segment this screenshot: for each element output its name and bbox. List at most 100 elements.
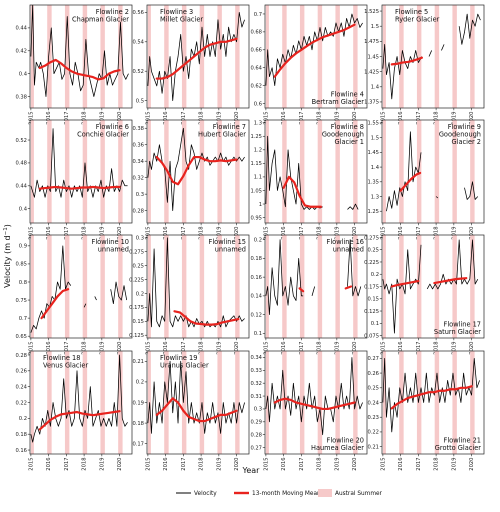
panel-frame bbox=[146, 234, 250, 339]
y-tick-label: 0.18 bbox=[132, 421, 144, 427]
panel-title-line: Saturn Glacier bbox=[434, 328, 481, 336]
summer-band-3 bbox=[416, 120, 422, 223]
y-tick-label: 0.52 bbox=[15, 138, 27, 144]
summer-band-3 bbox=[299, 5, 305, 108]
x-axis-label: Year bbox=[242, 466, 261, 475]
y-tick-label: 0.225 bbox=[364, 260, 379, 266]
x-tick-label: 2015 bbox=[263, 112, 269, 125]
y-tick-label: 0.28 bbox=[250, 432, 262, 438]
y-tick-label: 0.15 bbox=[132, 319, 144, 325]
x-tick-label: 2017 bbox=[416, 112, 422, 125]
y-tick-label: 1.3 bbox=[371, 194, 379, 200]
y-tick-label: 0.24 bbox=[367, 400, 379, 406]
x-tick-label: 2015 bbox=[145, 112, 151, 125]
y-tick-label: 0.3 bbox=[136, 236, 144, 242]
summer-band-3 bbox=[299, 120, 305, 223]
panel-title-line: unnamed bbox=[215, 245, 246, 253]
summer-band-2 bbox=[282, 120, 287, 223]
velocity-line bbox=[382, 239, 479, 334]
panel-frame bbox=[264, 4, 368, 109]
panel-title-line: Flowline 4 bbox=[331, 91, 364, 99]
y-tick-label: 1.525 bbox=[364, 9, 379, 15]
y-tick-label: 0.23 bbox=[367, 415, 379, 421]
x-tick-label: 2017 bbox=[181, 342, 187, 355]
summer-band-2 bbox=[47, 120, 52, 223]
summer-band-4 bbox=[317, 120, 323, 223]
velocity-line bbox=[386, 131, 479, 212]
velocity-line bbox=[265, 239, 362, 315]
y-tick-label: 0.18 bbox=[15, 432, 27, 438]
panel-frame bbox=[381, 119, 485, 224]
summer-band-6 bbox=[353, 120, 358, 223]
summer-band-2 bbox=[47, 235, 52, 338]
summer-band-2 bbox=[282, 351, 287, 454]
x-tick-label: 2018 bbox=[317, 112, 323, 125]
y-tick-label: 1.375 bbox=[364, 100, 379, 106]
y-tick-label: 0.125 bbox=[364, 309, 379, 315]
x-tick-label: 2019 bbox=[99, 112, 105, 125]
y-tick-label: 1.1 bbox=[254, 175, 262, 181]
x-tick-label: 2019 bbox=[216, 112, 222, 125]
summer-band-2 bbox=[282, 5, 287, 108]
panel-title-line: Flowline 10 bbox=[92, 238, 129, 246]
panel-title-line: Uranus Glacier bbox=[160, 361, 209, 369]
x-tick-label: 2015 bbox=[145, 342, 151, 355]
y-tick-label: 0.075 bbox=[364, 333, 379, 339]
x-tick-label: 2020 bbox=[117, 112, 123, 125]
panel-frame bbox=[146, 4, 250, 109]
y-tick-label: 0.62 bbox=[250, 83, 262, 89]
summer-band-3 bbox=[181, 120, 187, 223]
summer-band-5 bbox=[452, 5, 457, 108]
x-tick-label: 2017 bbox=[181, 112, 187, 125]
velocity-line bbox=[382, 357, 480, 433]
summer-band-3 bbox=[416, 351, 422, 454]
y-tick-label: 0.22 bbox=[15, 400, 27, 406]
summer-band-6 bbox=[235, 235, 240, 338]
y-tick-label: 0.14 bbox=[250, 294, 262, 300]
x-tick-label: 2017 bbox=[299, 227, 305, 240]
panel-title-line: Flowline 17 bbox=[444, 321, 481, 329]
x-tick-label: 2020 bbox=[352, 458, 358, 471]
y-tick-label: 0.68 bbox=[250, 30, 262, 36]
x-tick-label: 2017 bbox=[181, 458, 187, 471]
x-tick-label: 2020 bbox=[234, 342, 240, 355]
y-tick-label: 0.1 bbox=[371, 321, 379, 327]
y-tick-label: 0.1 bbox=[254, 331, 262, 337]
summer-band-6 bbox=[470, 120, 475, 223]
x-tick-label: 2018 bbox=[317, 342, 323, 355]
panel-title-line: Flowline 18 bbox=[43, 354, 80, 362]
moving-mean-line bbox=[38, 410, 121, 431]
panel-title-line: Flowline 7 bbox=[213, 123, 246, 131]
y-tick-label: 1.2 bbox=[254, 148, 262, 154]
y-tick-label: 0.16 bbox=[250, 275, 262, 281]
summer-band-5 bbox=[217, 235, 222, 338]
summer-band-3 bbox=[64, 5, 70, 108]
x-tick-label: 2015 bbox=[145, 227, 151, 240]
y-tick-label: 0.2 bbox=[371, 272, 379, 278]
summer-band-4 bbox=[317, 5, 323, 108]
summer-band-5 bbox=[100, 5, 105, 108]
panel-title-line: Glacier 2 bbox=[452, 138, 482, 146]
y-tick-label: 0.19 bbox=[132, 400, 144, 406]
summer-band-4 bbox=[434, 5, 440, 108]
y-tick-label: 0.28 bbox=[15, 353, 27, 359]
summer-band-5 bbox=[217, 120, 222, 223]
summer-band-5 bbox=[335, 120, 340, 223]
summer-band-4 bbox=[82, 351, 88, 454]
summer-band-1 bbox=[382, 351, 386, 454]
y-tick-label: 0.56 bbox=[132, 10, 144, 16]
x-tick-label: 2020 bbox=[352, 112, 358, 125]
x-tick-label: 2020 bbox=[234, 112, 240, 125]
summer-band-2 bbox=[399, 120, 404, 223]
moving-mean-line bbox=[390, 277, 468, 288]
summer-band-4 bbox=[317, 235, 323, 338]
panel-title-line: Goodenough bbox=[439, 130, 481, 138]
moving-mean-line bbox=[38, 185, 121, 190]
moving-mean-line bbox=[298, 285, 353, 293]
y-tick-label: 0.15 bbox=[367, 297, 379, 303]
panel-title-line: Millet Glacier bbox=[160, 15, 203, 23]
y-tick-label: 0.8 bbox=[19, 280, 27, 286]
x-tick-label: 2017 bbox=[299, 112, 305, 125]
y-tick-label: 1.05 bbox=[250, 188, 262, 194]
panel-14: 0.17 0.18 0.19 0.2 0.21 2015 2016 2017 2018 2019 2… bbox=[132, 350, 250, 471]
